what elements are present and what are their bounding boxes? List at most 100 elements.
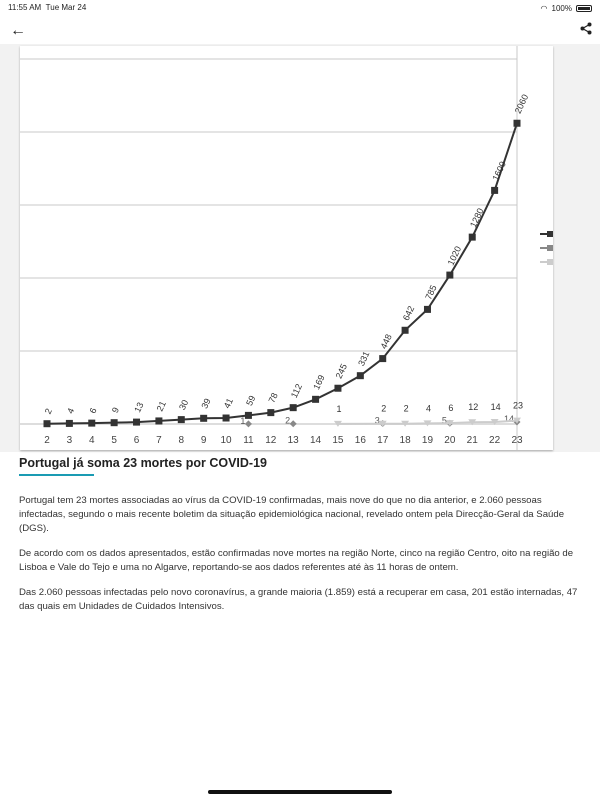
data-label-infected: 169 xyxy=(311,373,326,391)
data-label-infected: 245 xyxy=(334,362,349,380)
data-point-infected xyxy=(244,411,252,419)
x-tick-label: 5 xyxy=(111,435,117,446)
data-point-infected xyxy=(423,305,431,313)
x-tick-label: 18 xyxy=(400,435,412,446)
data-point-recovered xyxy=(244,420,252,428)
data-label-infected: 2060 xyxy=(513,93,531,115)
share-icon[interactable] xyxy=(580,22,592,40)
data-label-infected: 1280 xyxy=(468,207,486,229)
data-label-infected: 1600 xyxy=(490,160,508,182)
data-point-infected xyxy=(43,420,51,428)
data-point-infected xyxy=(356,372,364,380)
x-tick-label: 12 xyxy=(265,435,277,446)
x-tick-label: 17 xyxy=(377,435,389,446)
data-point-infected xyxy=(222,414,230,422)
data-label-infected: 4 xyxy=(65,406,76,415)
data-label-recovered: 14 xyxy=(504,414,514,424)
data-label-deaths: 14 xyxy=(491,402,501,412)
battery-percent: 100% xyxy=(551,4,572,13)
data-label-infected: 785 xyxy=(423,283,438,301)
data-label-deaths: 2 xyxy=(404,404,409,414)
data-label-deaths: 1 xyxy=(336,404,341,414)
data-point-infected xyxy=(289,404,297,412)
status-time: 11:55 AM xyxy=(8,3,42,12)
data-label-recovered: 1 xyxy=(240,416,245,426)
data-label-infected: 21 xyxy=(155,399,168,412)
data-label-deaths: 23 xyxy=(513,401,523,411)
legend-marker xyxy=(547,231,553,237)
status-date: Tue Mar 24 xyxy=(45,3,87,12)
data-point-infected xyxy=(177,416,185,424)
data-point-deaths xyxy=(445,420,454,427)
title-underline xyxy=(19,474,94,476)
back-arrow-icon[interactable]: ← xyxy=(10,22,26,39)
data-point-deaths xyxy=(401,420,410,427)
data-label-infected: 6 xyxy=(88,406,99,415)
x-tick-label: 20 xyxy=(444,435,456,446)
data-label-infected: 2 xyxy=(43,407,54,416)
data-point-infected xyxy=(88,419,96,427)
series-line-deaths xyxy=(337,419,518,425)
x-tick-label: 2 xyxy=(44,435,50,446)
x-tick-label: 6 xyxy=(134,435,140,446)
data-label-infected: 331 xyxy=(356,350,371,368)
data-label-infected: 13 xyxy=(132,401,145,414)
x-tick-label: 15 xyxy=(332,435,344,446)
wifi-icon: ◠ xyxy=(540,4,548,13)
data-point-infected xyxy=(312,395,320,403)
legend-marker xyxy=(547,259,553,265)
data-label-infected: 59 xyxy=(244,394,257,407)
data-point-infected xyxy=(200,414,208,422)
x-tick-label: 16 xyxy=(355,435,367,446)
data-point-recovered xyxy=(289,420,297,428)
data-point-deaths xyxy=(468,419,477,426)
data-label-recovered: 5 xyxy=(442,415,447,425)
data-point-infected xyxy=(379,355,387,363)
line-chart: 2 3 4 5 6 7 8 9 10 11 12 13 14 15 16 17 18 19 20 21 22 232 4 6 9… xyxy=(20,46,553,450)
home-indicator[interactable] xyxy=(208,790,392,794)
status-bar: 11:55 AM Tue Mar 24 ◠ 100% xyxy=(0,0,600,14)
data-label-infected: 39 xyxy=(199,397,212,410)
battery-icon xyxy=(576,5,592,12)
x-tick-label: 23 xyxy=(511,435,523,446)
data-point-infected xyxy=(513,119,521,127)
data-label-recovered: 2 xyxy=(285,416,290,426)
data-label-infected: 41 xyxy=(222,397,235,410)
data-point-deaths xyxy=(513,417,521,424)
article: Portugal já soma 23 mortes por COVID-19 … xyxy=(19,456,584,625)
data-point-infected xyxy=(133,418,141,426)
x-tick-label: 10 xyxy=(220,435,232,446)
series-line-infected xyxy=(46,122,518,425)
data-point-deaths xyxy=(333,420,342,427)
data-label-deaths: 4 xyxy=(426,403,431,413)
legend-marker xyxy=(547,245,553,251)
data-point-infected xyxy=(401,326,409,334)
data-label-infected: 9 xyxy=(110,406,121,415)
x-tick-label: 3 xyxy=(67,435,73,446)
data-point-infected xyxy=(446,271,454,279)
data-point-deaths xyxy=(378,420,387,427)
data-label-infected: 642 xyxy=(401,304,416,322)
x-tick-label: 9 xyxy=(201,435,207,446)
data-point-infected xyxy=(491,186,499,194)
x-tick-label: 14 xyxy=(310,435,322,446)
top-bar: ← xyxy=(0,20,600,42)
article-title: Portugal já soma 23 mortes por COVID-19 xyxy=(19,456,267,470)
x-tick-label: 7 xyxy=(156,435,162,446)
data-label-deaths: 12 xyxy=(468,402,478,412)
data-point-infected xyxy=(65,419,73,427)
x-tick-label: 19 xyxy=(422,435,434,446)
article-paragraph: Portugal tem 23 mortes associadas ao vír… xyxy=(19,495,565,534)
x-tick-label: 4 xyxy=(89,435,95,446)
data-point-infected xyxy=(468,233,476,241)
x-tick-label: 22 xyxy=(489,435,501,446)
x-tick-label: 13 xyxy=(288,435,300,446)
data-label-deaths: 2 xyxy=(381,404,386,414)
data-point-infected xyxy=(155,417,163,425)
article-paragraph: De acordo com os dados apresentados, est… xyxy=(19,548,574,573)
data-point-infected xyxy=(267,409,275,417)
data-label-infected: 78 xyxy=(267,391,280,404)
data-point-infected xyxy=(110,419,118,427)
x-tick-label: 21 xyxy=(467,435,479,446)
data-point-deaths xyxy=(490,418,499,425)
